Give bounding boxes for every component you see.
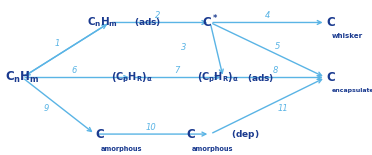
Text: 9: 9 — [44, 104, 49, 113]
Text: $\mathbf{(C_pH_R)_\alpha}$: $\mathbf{(C_pH_R)_\alpha}$ — [197, 70, 239, 85]
Text: 2: 2 — [155, 11, 161, 20]
Text: $\mathbf{(dep)}$: $\mathbf{(dep)}$ — [231, 128, 259, 141]
Text: $\mathbf{(C_pH_R)_\alpha}$: $\mathbf{(C_pH_R)_\alpha}$ — [111, 70, 153, 85]
Text: $\mathbf{C^*}$: $\mathbf{C^*}$ — [202, 14, 218, 31]
Text: 1: 1 — [55, 39, 60, 48]
Text: 4: 4 — [265, 11, 270, 20]
Text: whisker: whisker — [331, 33, 363, 39]
Text: $\mathbf{(ads)}$: $\mathbf{(ads)}$ — [247, 71, 275, 84]
Text: 8: 8 — [273, 66, 278, 75]
Text: 5: 5 — [275, 42, 280, 51]
Text: amorphous: amorphous — [192, 146, 234, 153]
Text: $\mathbf{C}$: $\mathbf{C}$ — [326, 16, 336, 29]
Text: 7: 7 — [174, 66, 179, 75]
Text: amorphous: amorphous — [101, 146, 142, 153]
Text: $\mathbf{C_nH_m}$: $\mathbf{C_nH_m}$ — [5, 70, 40, 85]
Text: $\mathbf{C}$: $\mathbf{C}$ — [95, 128, 105, 141]
Text: $\mathbf{(ads)}$: $\mathbf{(ads)}$ — [134, 16, 161, 29]
Text: $\mathbf{C_nH_m}$: $\mathbf{C_nH_m}$ — [87, 16, 118, 29]
Text: 10: 10 — [145, 123, 156, 132]
Text: 11: 11 — [278, 104, 288, 113]
Text: $\mathbf{C}$: $\mathbf{C}$ — [326, 71, 336, 84]
Text: 6: 6 — [72, 66, 77, 75]
Text: $\mathbf{C}$: $\mathbf{C}$ — [186, 128, 196, 141]
Text: encapsulate: encapsulate — [331, 88, 372, 93]
Text: 3: 3 — [182, 43, 187, 52]
